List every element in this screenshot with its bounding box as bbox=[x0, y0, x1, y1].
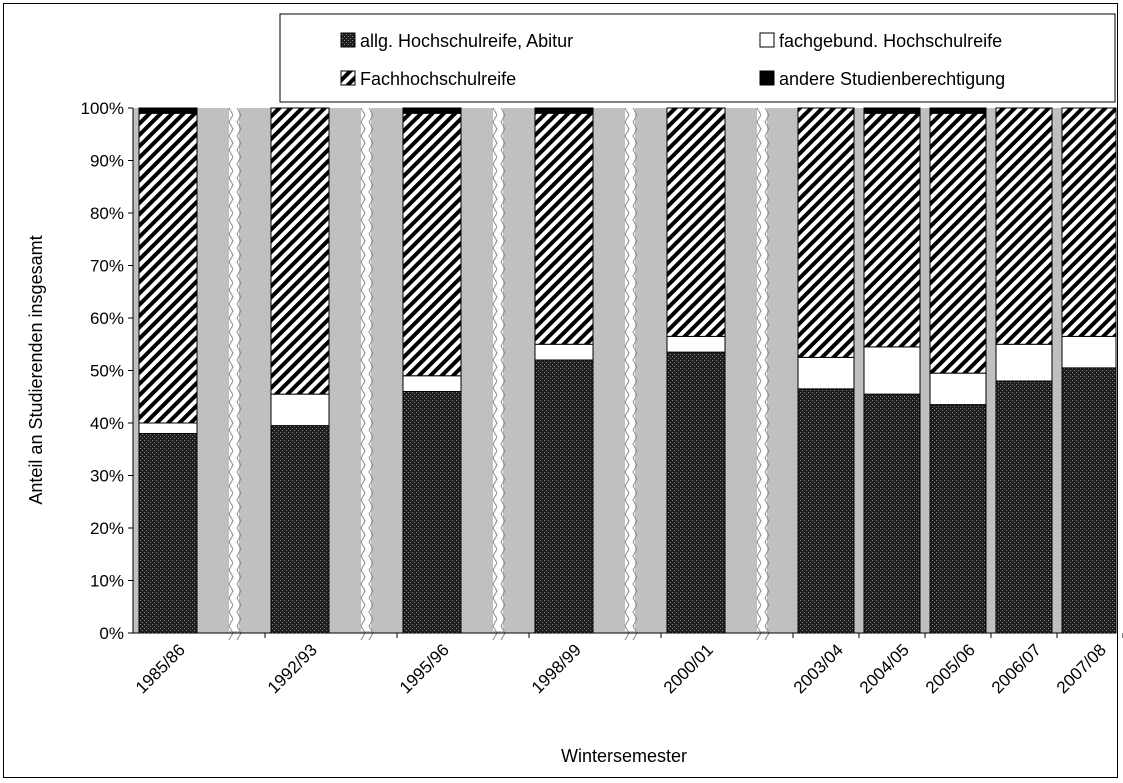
legend-item-fachgebund: fachgebund. Hochschulreife bbox=[759, 31, 1002, 51]
legend-swatch-abitur bbox=[340, 32, 356, 48]
axis-break-gap bbox=[361, 108, 371, 631]
bar-segment bbox=[402, 112, 462, 377]
axis-break-edge bbox=[624, 107, 630, 641]
y-tick-label: 50% bbox=[90, 362, 124, 381]
axis-break-edge bbox=[236, 107, 242, 641]
y-tick-label: 30% bbox=[90, 467, 124, 486]
axis-break-edge bbox=[368, 107, 374, 641]
y-axis-title: Anteil an Studierenden insgesamt bbox=[26, 235, 46, 504]
legend-swatch-fachgebund bbox=[759, 32, 775, 48]
x-tick-label: 1985/86 bbox=[132, 640, 189, 697]
y-tick-label: 70% bbox=[90, 257, 124, 276]
bar-segment bbox=[534, 112, 594, 345]
x-tick-label: 1995/96 bbox=[396, 640, 453, 697]
x-tick-label: 2005/06 bbox=[922, 640, 979, 697]
y-tick-label: 100% bbox=[81, 99, 124, 118]
axis-break-edge bbox=[360, 107, 366, 641]
axis-break-gap bbox=[493, 108, 503, 631]
axis-break-edge bbox=[500, 107, 506, 641]
y-tick-label: 40% bbox=[90, 414, 124, 433]
axis-break-edge bbox=[756, 107, 762, 641]
bar-segment bbox=[863, 112, 921, 348]
bar-segment bbox=[270, 393, 330, 427]
axis-break-edge bbox=[228, 107, 234, 641]
bar-segment bbox=[138, 107, 198, 114]
bar-segment bbox=[402, 391, 462, 634]
x-tick-label: 2000/01 bbox=[660, 640, 717, 697]
bar-segment bbox=[666, 107, 726, 337]
bar-segment bbox=[534, 359, 594, 634]
axis-break-gap bbox=[625, 108, 635, 631]
y-tick-label: 60% bbox=[90, 309, 124, 328]
x-tick-label: 2006/07 bbox=[988, 640, 1045, 697]
bar-segment bbox=[995, 380, 1053, 634]
legend-label-fachgebund: fachgebund. Hochschulreife bbox=[779, 31, 1002, 51]
legend-item-andere: andere Studienberechtigung bbox=[759, 69, 1005, 89]
bar-segment bbox=[402, 107, 462, 114]
bar-segment bbox=[666, 335, 726, 353]
bar-segment bbox=[1061, 107, 1117, 337]
bar-segment bbox=[138, 433, 198, 634]
bar-segment bbox=[995, 343, 1053, 382]
y-tick-label: 20% bbox=[90, 519, 124, 538]
bar-segment bbox=[929, 112, 987, 374]
x-tick-label: 2003/04 bbox=[790, 640, 847, 697]
legend-item-abitur: allg. Hochschulreife, Abitur bbox=[340, 31, 573, 51]
axis-break-gap bbox=[757, 108, 767, 631]
bar-segment bbox=[402, 375, 462, 392]
bar-segment bbox=[270, 107, 330, 395]
legend-box bbox=[279, 13, 1116, 103]
legend-label-andere: andere Studienberechtigung bbox=[779, 69, 1005, 89]
x-tick-labels: 1985/86 1992/93 1995/96 1998/99 2000/01 2003/… bbox=[132, 633, 1123, 697]
x-tick-label: 2007/08 bbox=[1053, 640, 1110, 697]
bar-segment bbox=[666, 351, 726, 634]
bar-segment bbox=[1061, 367, 1117, 634]
bar-segment bbox=[929, 404, 987, 634]
legend-item-fachhochschulreife: Fachhochschulreife bbox=[340, 69, 516, 89]
bar-segment bbox=[929, 372, 987, 406]
legend-swatch-fachhochschulreife bbox=[340, 70, 356, 86]
bar-segment bbox=[929, 107, 987, 114]
y-tick-label: 80% bbox=[90, 204, 124, 223]
bar-segment bbox=[534, 107, 594, 114]
bars bbox=[138, 107, 1117, 634]
bar-segment bbox=[138, 422, 198, 434]
y-tick-labels: 0% 10% 20% 30% 40% 50% 60% 70% 80% 90% 100% bbox=[81, 99, 133, 643]
bar-segment bbox=[863, 346, 921, 395]
y-tick-label: 90% bbox=[90, 152, 124, 171]
legend: allg. Hochschulreife, Abitur fachgebund.… bbox=[279, 13, 1116, 103]
x-tick-label: 2004/05 bbox=[856, 640, 913, 697]
bar-segment bbox=[138, 112, 198, 424]
y-tick-label: 10% bbox=[90, 572, 124, 591]
legend-swatch-andere bbox=[759, 70, 775, 86]
bar-segment bbox=[995, 107, 1053, 345]
axis-break-edge bbox=[632, 107, 638, 641]
x-tick-label: 1992/93 bbox=[264, 640, 321, 697]
axis-break-edge bbox=[492, 107, 498, 641]
bar-segment bbox=[534, 343, 594, 361]
axis-break-gap bbox=[229, 108, 239, 631]
bar-segment bbox=[863, 107, 921, 114]
x-axis-title: Wintersemester bbox=[561, 746, 687, 766]
bar-segment bbox=[863, 393, 921, 634]
bar-segment bbox=[270, 425, 330, 634]
bar-segment bbox=[797, 356, 855, 390]
axis-break-edge bbox=[764, 107, 770, 641]
bar-segment bbox=[797, 107, 855, 358]
axis-breaks bbox=[228, 107, 770, 641]
y-tick-label: 0% bbox=[99, 624, 124, 643]
bar-segment bbox=[797, 388, 855, 634]
legend-label-fachhochschulreife: Fachhochschulreife bbox=[360, 69, 516, 89]
legend-label-abitur: allg. Hochschulreife, Abitur bbox=[360, 31, 573, 51]
x-tick-label: 1998/99 bbox=[528, 640, 585, 697]
bar-segment bbox=[1061, 335, 1117, 369]
